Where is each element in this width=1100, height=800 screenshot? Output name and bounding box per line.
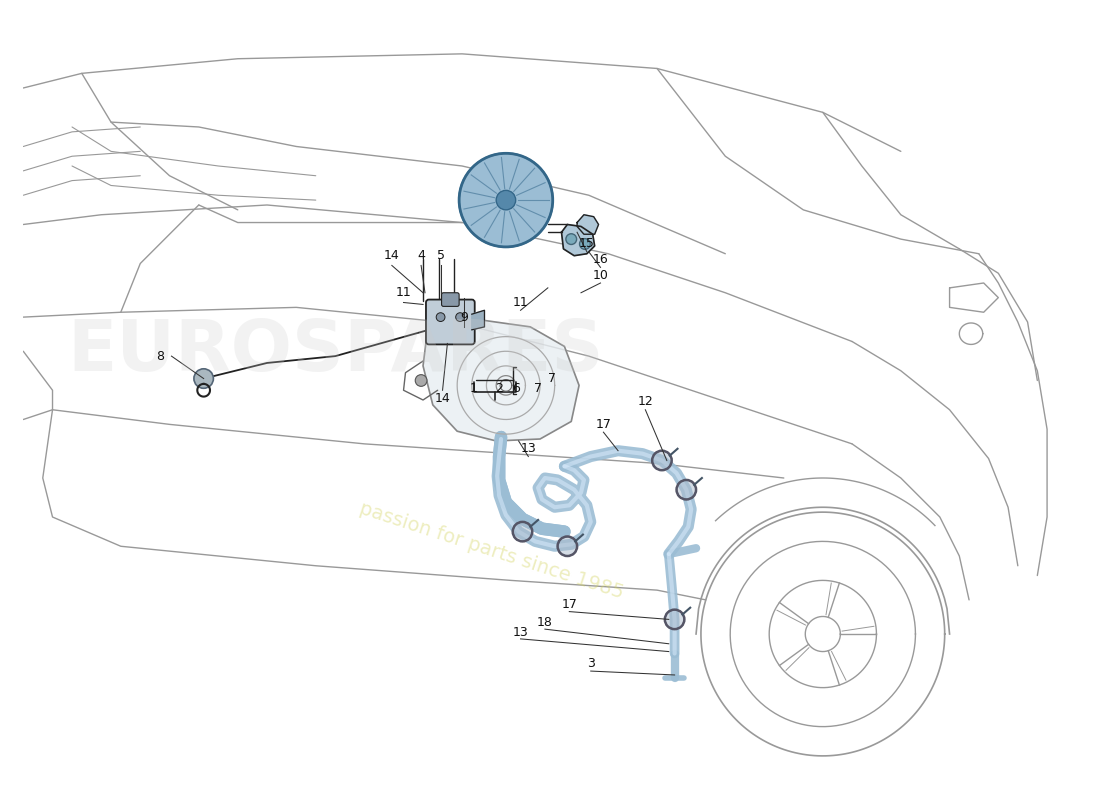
Text: 15: 15 — [579, 238, 595, 250]
Polygon shape — [561, 225, 595, 256]
Circle shape — [558, 537, 578, 556]
Text: 10: 10 — [593, 269, 608, 282]
Text: 12: 12 — [638, 395, 653, 409]
Circle shape — [513, 522, 532, 542]
Text: 14: 14 — [384, 249, 399, 262]
Circle shape — [459, 154, 552, 247]
Text: 13: 13 — [513, 626, 528, 638]
Text: 17: 17 — [561, 598, 578, 611]
Text: passion for parts since 1985: passion for parts since 1985 — [356, 499, 626, 603]
Text: 11: 11 — [513, 296, 528, 309]
Text: 7: 7 — [535, 382, 542, 394]
Circle shape — [664, 610, 684, 629]
Circle shape — [194, 369, 213, 388]
Text: 17: 17 — [595, 418, 612, 431]
Circle shape — [652, 450, 672, 470]
Text: 18: 18 — [537, 616, 553, 629]
Text: 11: 11 — [396, 286, 411, 299]
Circle shape — [565, 234, 576, 245]
Circle shape — [676, 480, 696, 499]
Text: 7: 7 — [548, 372, 556, 385]
Text: 9: 9 — [460, 310, 467, 324]
Text: 14: 14 — [434, 391, 450, 405]
Circle shape — [437, 313, 446, 322]
Text: 8: 8 — [156, 350, 164, 362]
Text: 16: 16 — [593, 253, 608, 266]
Circle shape — [415, 374, 427, 386]
Polygon shape — [578, 214, 598, 234]
Circle shape — [580, 238, 591, 250]
Text: 3: 3 — [586, 657, 595, 670]
Circle shape — [455, 313, 464, 322]
Text: 2: 2 — [495, 382, 503, 394]
Text: 4: 4 — [417, 249, 425, 262]
Text: EUROSPARES: EUROSPARES — [67, 317, 604, 386]
Polygon shape — [424, 320, 579, 441]
Text: 13: 13 — [520, 442, 536, 455]
Circle shape — [496, 190, 516, 210]
FancyBboxPatch shape — [441, 293, 459, 306]
Text: 5: 5 — [437, 249, 444, 262]
Text: 1: 1 — [470, 382, 477, 394]
Text: 6: 6 — [512, 382, 519, 394]
FancyBboxPatch shape — [426, 299, 475, 345]
Polygon shape — [472, 310, 484, 330]
